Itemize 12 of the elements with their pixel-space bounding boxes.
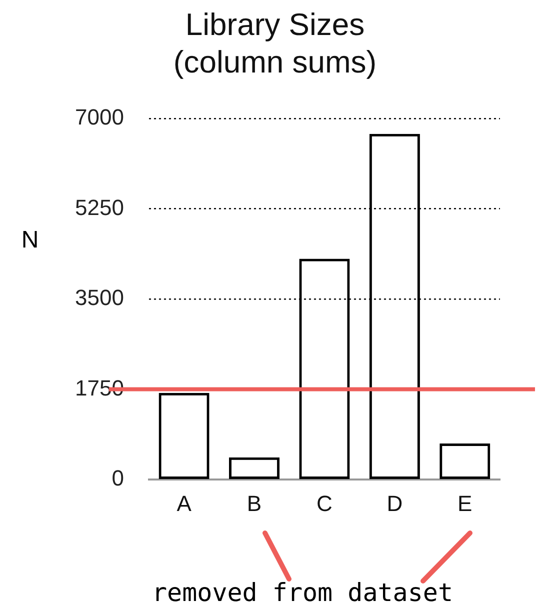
y-tick-label: 5250 [74,194,124,220]
y-tick-label: 7000 [74,104,124,130]
x-tick-label: D [386,490,403,516]
x-tick-label: C [316,490,333,516]
y-tick-label: 3500 [74,285,124,310]
y-axis-title: N [21,226,39,254]
chart-title: Library Sizes (column sums) [173,7,377,80]
x-tick-label: A [176,490,192,516]
text: removed from dataset [150,578,454,607]
x-tick-label: B [246,490,262,516]
y-tick-label: 0 [112,466,124,491]
x-tick-label: E [458,490,472,516]
